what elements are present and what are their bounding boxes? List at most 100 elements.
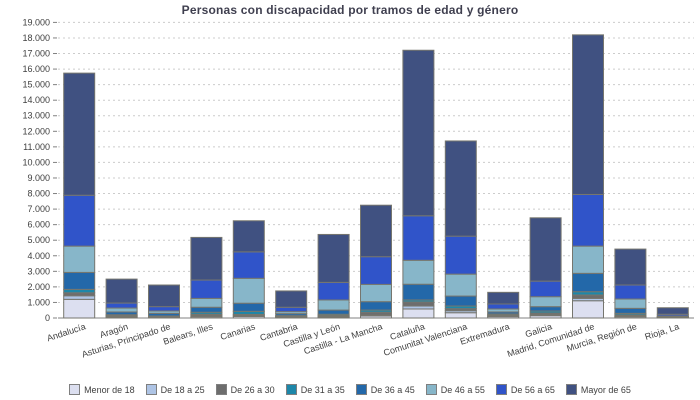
legend-item[interactable]: De 56 a 65	[495, 384, 555, 395]
y-axis-tick-label: 15.000	[22, 80, 50, 90]
legend-item[interactable]: De 36 a 45	[355, 384, 415, 395]
bar-segment[interactable]	[105, 278, 138, 304]
legend-item[interactable]: De 46 a 55	[425, 384, 485, 395]
bar-segment[interactable]	[444, 235, 477, 275]
bar-segment[interactable]	[317, 299, 350, 311]
legend-swatch-icon	[285, 384, 297, 395]
bar-segment[interactable]	[275, 290, 308, 308]
legend-label: De 26 a 30	[230, 384, 275, 395]
y-axis-tick-label: 4.000	[27, 251, 50, 261]
bar-segment[interactable]	[360, 256, 392, 285]
bar-segment[interactable]	[232, 220, 265, 253]
bar-segment[interactable]	[614, 284, 647, 300]
bar-segment[interactable]	[529, 217, 562, 282]
bar-segment[interactable]	[360, 204, 392, 258]
bar-segment[interactable]	[190, 306, 223, 313]
legend: Menor de 18 De 18 a 25 De 26 a 30 De 31 a 3…	[0, 384, 700, 395]
bar-segment[interactable]	[487, 303, 520, 310]
bar-segment[interactable]	[572, 300, 604, 319]
bar-segment[interactable]	[402, 49, 435, 217]
bar-segment[interactable]	[360, 301, 392, 311]
bar-segment[interactable]	[63, 295, 96, 300]
legend-swatch-icon	[145, 384, 157, 395]
bar-segment[interactable]	[148, 306, 180, 312]
bar-segment[interactable]	[402, 215, 435, 261]
y-axis-tick-label: 8.000	[27, 189, 50, 199]
bar-segment[interactable]	[572, 294, 604, 299]
legend-item[interactable]: De 18 a 25	[145, 384, 205, 395]
bar-segment[interactable]	[232, 302, 265, 312]
bar-segment[interactable]	[317, 309, 350, 315]
legend-label: Mayor de 65	[580, 384, 631, 395]
bar-segment[interactable]	[614, 248, 647, 286]
legend-swatch-icon	[355, 384, 367, 395]
bar-segment[interactable]	[63, 72, 96, 196]
x-axis-label: Andalucía	[46, 321, 87, 343]
y-axis-tick-label: 5.000	[27, 235, 50, 245]
legend-label: De 56 a 65	[510, 384, 555, 395]
y-axis-tick-label: 14.000	[22, 95, 50, 105]
bar-segment[interactable]	[232, 277, 265, 304]
legend-item[interactable]: Mayor de 65	[565, 384, 631, 395]
bar-segment[interactable]	[529, 296, 562, 308]
legend-item[interactable]: De 26 a 30	[215, 384, 275, 395]
y-axis-tick-label: 0	[45, 313, 50, 323]
bar-segment[interactable]	[105, 307, 138, 313]
bar-segment[interactable]	[444, 295, 477, 307]
bar-segment[interactable]	[360, 283, 392, 303]
y-axis-tick-label: 7.000	[27, 204, 50, 214]
bar-segment[interactable]	[572, 272, 604, 293]
bar-segment[interactable]	[232, 251, 265, 279]
bar-segment[interactable]	[614, 307, 647, 314]
legend-item[interactable]: Menor de 18	[69, 384, 135, 395]
bar-segment[interactable]	[63, 288, 96, 294]
y-axis-tick-label: 19.000	[22, 17, 50, 27]
y-axis-tick-label: 10.000	[22, 157, 50, 167]
y-axis-tick-label: 1.000	[27, 297, 50, 307]
bar-segment[interactable]	[572, 245, 604, 274]
bar-segment[interactable]	[190, 236, 223, 281]
bar-segment[interactable]	[275, 306, 308, 313]
bar-segment[interactable]	[402, 308, 435, 319]
bar-segment[interactable]	[487, 291, 520, 305]
chart-title: Personas con discapacidad por tramos de …	[181, 3, 519, 17]
legend-label: Menor de 18	[84, 384, 135, 395]
y-axis-tick-label: 13.000	[22, 111, 50, 121]
bar-segment[interactable]	[148, 284, 180, 308]
legend-swatch-icon	[215, 384, 227, 395]
bar-segment[interactable]	[529, 280, 562, 298]
y-axis-tick-label: 6.000	[27, 220, 50, 230]
legend-item[interactable]: De 31 a 35	[285, 384, 345, 395]
bar-segment[interactable]	[444, 312, 477, 319]
bar-segment[interactable]	[402, 283, 435, 301]
legend-swatch-icon	[495, 384, 507, 395]
bar-segment[interactable]	[444, 140, 477, 237]
bar-segment[interactable]	[529, 306, 562, 312]
bar-segment[interactable]	[317, 281, 350, 301]
bar-segment[interactable]	[572, 34, 604, 195]
bar-segment[interactable]	[614, 298, 647, 309]
y-axis-tick-label: 11.000	[23, 142, 50, 152]
bar-segment[interactable]	[572, 193, 604, 247]
x-axis-label: Rioja, La	[644, 321, 681, 341]
bar-segment[interactable]	[656, 307, 689, 315]
legend-label: De 46 a 55	[440, 384, 485, 395]
bar-segment[interactable]	[402, 259, 435, 285]
bar-segment[interactable]	[190, 297, 223, 308]
bar-segment[interactable]	[63, 245, 96, 273]
bar-segment[interactable]	[402, 301, 435, 307]
bar-segment[interactable]	[317, 233, 350, 283]
bar-segment[interactable]	[63, 194, 96, 247]
bar-segment[interactable]	[63, 271, 96, 290]
y-axis-tick-label: 3.000	[27, 266, 50, 276]
bar-segment[interactable]	[105, 302, 138, 309]
bar-segment[interactable]	[63, 298, 96, 319]
bar-segment[interactable]	[444, 273, 477, 297]
y-axis-tick-label: 2.000	[27, 282, 50, 292]
x-axis-label: Canarias	[219, 321, 257, 342]
legend-swatch-icon	[425, 384, 437, 395]
bar-segment[interactable]	[190, 279, 223, 299]
x-axis-label: Balears, Illes	[162, 321, 215, 347]
legend-swatch-icon	[69, 384, 81, 395]
